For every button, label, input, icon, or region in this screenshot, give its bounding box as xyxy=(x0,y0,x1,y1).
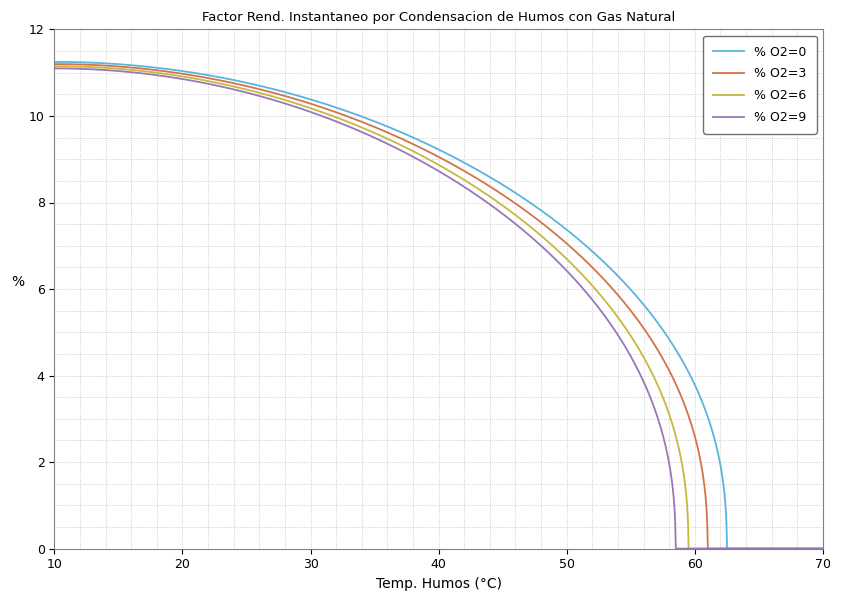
% O2=9 xyxy=(720,545,730,552)
X-axis label: Temp. Humos (°C): Temp. Humos (°C) xyxy=(376,577,502,591)
% O2=6 xyxy=(377,133,387,140)
% O2=9 xyxy=(671,545,681,552)
% O2=0 xyxy=(344,108,354,116)
% O2=6 xyxy=(344,119,354,126)
% O2=6 xyxy=(818,545,828,552)
% O2=9 xyxy=(818,545,828,552)
% O2=9 xyxy=(50,65,60,72)
% O2=6 xyxy=(803,545,813,552)
% O2=9 xyxy=(377,138,387,145)
% O2=0 xyxy=(137,63,147,70)
% O2=3 xyxy=(183,71,193,78)
% O2=0 xyxy=(818,545,828,552)
% O2=3 xyxy=(50,60,60,67)
Line: % O2=6: % O2=6 xyxy=(55,66,823,548)
% O2=3 xyxy=(137,65,147,72)
% O2=0 xyxy=(722,545,732,552)
Line: % O2=9: % O2=9 xyxy=(55,69,823,548)
% O2=0 xyxy=(803,545,813,552)
% O2=3 xyxy=(703,545,713,552)
% O2=3 xyxy=(377,126,387,134)
% O2=9 xyxy=(183,76,193,84)
% O2=9 xyxy=(803,545,813,552)
% O2=3 xyxy=(344,113,354,120)
% O2=0 xyxy=(720,496,730,503)
% O2=0 xyxy=(50,58,60,66)
% O2=6 xyxy=(50,63,60,70)
% O2=6 xyxy=(720,545,730,552)
% O2=3 xyxy=(818,545,828,552)
% O2=9 xyxy=(137,70,147,77)
% O2=0 xyxy=(183,68,193,75)
% O2=3 xyxy=(720,545,730,552)
Y-axis label: %: % xyxy=(11,275,24,289)
% O2=6 xyxy=(137,67,147,75)
% O2=9 xyxy=(344,123,354,130)
Title: Factor Rend. Instantaneo por Condensacion de Humos con Gas Natural: Factor Rend. Instantaneo por Condensacio… xyxy=(202,11,675,24)
% O2=6 xyxy=(684,545,694,552)
% O2=6 xyxy=(183,73,193,81)
Line: % O2=3: % O2=3 xyxy=(55,64,823,548)
Legend: % O2=0, % O2=3, % O2=6, % O2=9: % O2=0, % O2=3, % O2=6, % O2=9 xyxy=(703,36,817,134)
% O2=3 xyxy=(803,545,813,552)
Line: % O2=0: % O2=0 xyxy=(55,62,823,548)
% O2=0 xyxy=(377,121,387,128)
